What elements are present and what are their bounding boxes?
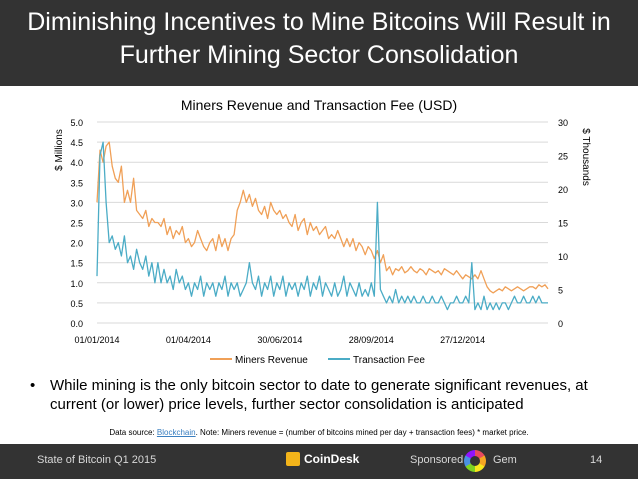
sponsor-name: Gem — [493, 454, 517, 466]
y-right-tick-label: 25 — [558, 152, 568, 162]
y-right-axis-label: $ Thousands — [580, 128, 591, 186]
y-left-tick-label: 3.5 — [70, 178, 83, 188]
y-right-tick-label: 5 — [558, 286, 563, 296]
data-source-note: Data source: Blockchain. Note: Miners re… — [0, 428, 638, 437]
data-series — [96, 141, 549, 311]
revenue-fee-chart: Miners Revenue and Transaction Fee (USD)… — [54, 97, 591, 366]
transaction-fee-line — [96, 141, 548, 311]
slide-footer: State of Bitcoin Q1 2015 CoinDesk Sponso… — [0, 444, 638, 479]
y-right-tick-label: 30 — [558, 118, 568, 128]
y-left-tick-label: 1.0 — [70, 279, 83, 289]
source-prefix: Data source: — [109, 428, 157, 437]
blockchain-link[interactable]: Blockchain — [156, 428, 196, 437]
y-left-tick-label: 5.0 — [70, 118, 83, 128]
x-tick-label: 01/01/2014 — [74, 335, 119, 345]
y-left-tick-label: 0.5 — [70, 299, 83, 309]
sponsored-by-label: Sponsored by — [410, 454, 478, 466]
gem-logo-icon — [464, 450, 486, 472]
chart-title: Miners Revenue and Transaction Fee (USD) — [181, 97, 457, 113]
page-number: 14 — [590, 454, 603, 466]
y-right-tick-label: 20 — [558, 185, 568, 195]
y-left-tick-label: 2.0 — [70, 239, 83, 249]
y-left-tick-label: 2.5 — [70, 219, 83, 229]
bullet-text: While mining is the only bitcoin sector … — [50, 377, 588, 413]
legend-transaction-fee-label: Transaction Fee — [353, 355, 425, 366]
footer-report-name: State of Bitcoin Q1 2015 — [37, 454, 157, 466]
coindesk-logo-text: CoinDesk — [304, 452, 360, 466]
y-left-tick-label: 3.0 — [70, 198, 83, 208]
y-left-tick-label: 4.5 — [70, 138, 83, 148]
slide-title-line-1: Diminishing Incentives to Mine Bitcoins … — [27, 8, 611, 36]
x-tick-label: 30/06/2014 — [257, 335, 302, 345]
slide-title: Diminishing Incentives to Mine Bitcoins … — [0, 6, 638, 72]
x-tick-label: 27/12/2014 — [440, 335, 485, 345]
x-tick-label: 28/09/2014 — [349, 335, 394, 345]
coindesk-logo-icon — [286, 451, 300, 466]
y-left-tick-label: 1.5 — [70, 259, 83, 269]
y-right-tick-label: 10 — [558, 252, 568, 262]
slide-header: Diminishing Incentives to Mine Bitcoins … — [0, 0, 638, 86]
legend-miners-revenue-label: Miners Revenue — [235, 355, 308, 366]
source-note: . Note: Miners revenue = (number of bitc… — [195, 428, 529, 437]
y-left-axis-label: $ Millions — [54, 129, 65, 171]
x-tick-label: 01/04/2014 — [166, 335, 211, 345]
chart-legend: Miners Revenue Transaction Fee — [210, 355, 425, 366]
y-right-tick-label: 15 — [558, 219, 568, 229]
y-right-tick-label: 0 — [558, 319, 563, 329]
coindesk-logo: CoinDesk — [286, 451, 360, 470]
y-left-tick-label: 0.0 — [70, 319, 83, 329]
axis-ticks: 0.0 0.5 1.0 1.5 2.0 2.5 3.0 3.5 4.0 4.5 5.0 0 5 10 15 2… — [70, 118, 568, 345]
bullet-symbol: • — [30, 377, 36, 394]
y-left-tick-label: 4.0 — [70, 158, 83, 168]
slide-title-line-2: Further Mining Sector Consolidation — [119, 41, 519, 69]
